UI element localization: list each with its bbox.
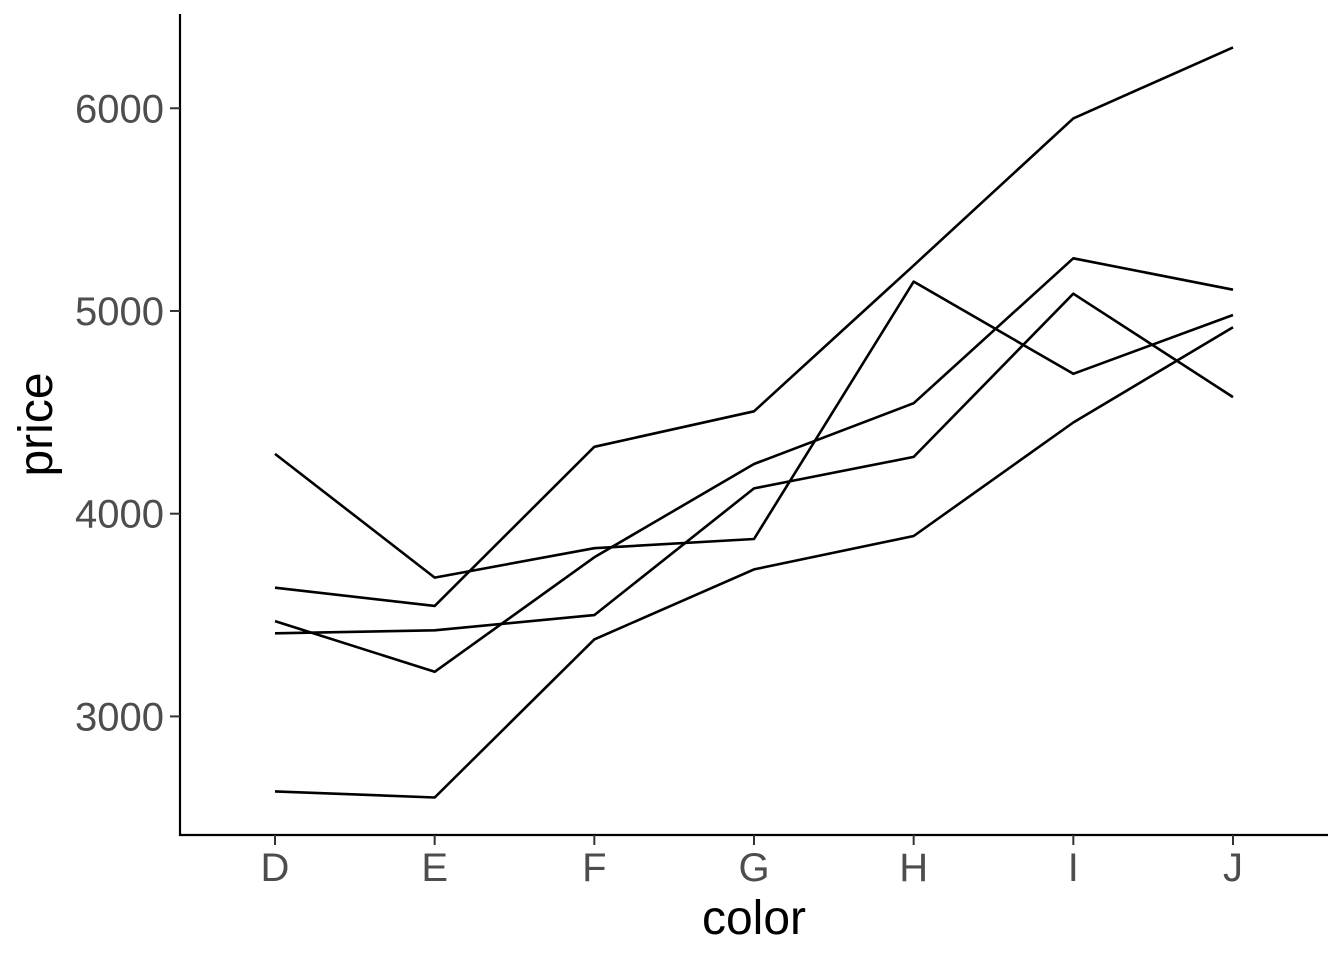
x-tick-label: E <box>421 846 448 890</box>
x-axis-title: color <box>702 892 806 945</box>
x-tick-label: G <box>738 846 769 890</box>
x-tick-label: F <box>582 846 606 890</box>
series-line-5 <box>274 256 1234 674</box>
y-tick-label: 3000 <box>75 695 164 739</box>
y-tick-label: 5000 <box>75 290 164 334</box>
x-ticks: D E F G H I J <box>261 835 1243 890</box>
x-tick-label: I <box>1068 846 1079 890</box>
series-line-4 <box>274 280 1234 579</box>
series-line-2 <box>274 292 1234 635</box>
x-tick-label: D <box>261 846 290 890</box>
y-tick-label: 6000 <box>75 87 164 131</box>
x-tick-label: J <box>1223 846 1243 890</box>
series-layer <box>274 46 1234 799</box>
axes-layer <box>178 14 1328 837</box>
y-ticks: 3000 4000 5000 6000 <box>75 87 180 739</box>
x-tick-label: H <box>899 846 928 890</box>
series-line-3 <box>274 46 1234 608</box>
y-axis-title: price <box>10 372 63 476</box>
series-line-1 <box>274 326 1234 799</box>
y-tick-label: 4000 <box>75 493 164 537</box>
